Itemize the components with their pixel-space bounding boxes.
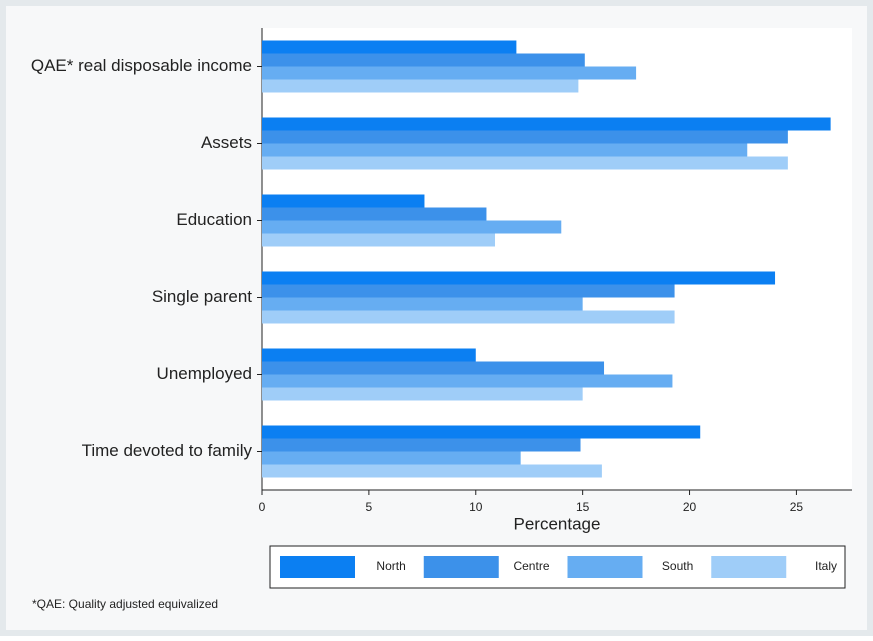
bar xyxy=(262,387,583,401)
footnote: *QAE: Quality adjusted equivalized xyxy=(32,597,218,611)
y-tick-label: Time devoted to family xyxy=(82,441,253,460)
plot-area xyxy=(262,28,852,490)
bar xyxy=(262,271,776,285)
y-tick-label: QAE* real disposable income xyxy=(31,56,252,75)
y-tick-label: Assets xyxy=(201,133,252,152)
bar xyxy=(262,40,517,54)
bar xyxy=(262,284,675,298)
bar xyxy=(262,233,496,247)
bar xyxy=(262,464,602,478)
y-tick-label: Education xyxy=(176,210,252,229)
legend-label: South xyxy=(662,559,693,573)
bar xyxy=(262,374,673,388)
bar xyxy=(262,361,605,375)
bar xyxy=(262,451,521,465)
bar xyxy=(262,348,476,362)
legend-swatch xyxy=(280,556,355,578)
bar xyxy=(262,438,581,452)
legend-label: Italy xyxy=(815,559,837,573)
x-tick-label: 20 xyxy=(683,500,697,514)
bar xyxy=(262,79,579,93)
legend-swatch xyxy=(423,556,499,578)
x-tick-label: 25 xyxy=(790,500,804,514)
x-tick-label: 0 xyxy=(259,500,266,514)
bar xyxy=(262,143,748,157)
y-tick-label: Single parent xyxy=(152,287,252,306)
bar xyxy=(262,220,562,234)
bar xyxy=(262,66,637,80)
bar xyxy=(262,425,701,439)
bar xyxy=(262,53,585,67)
bar xyxy=(262,297,583,311)
legend-swatch xyxy=(567,556,643,578)
bar xyxy=(262,117,831,131)
bar xyxy=(262,207,487,221)
y-tick-label: Unemployed xyxy=(157,364,252,383)
legend-label: North xyxy=(376,559,405,573)
legend-swatch xyxy=(711,556,787,578)
x-tick-label: 15 xyxy=(576,500,590,514)
x-tick-label: 5 xyxy=(366,500,373,514)
bar xyxy=(262,130,788,144)
x-tick-label: 10 xyxy=(469,500,483,514)
x-axis-title: Percentage xyxy=(514,514,601,533)
bar xyxy=(262,310,675,324)
bar xyxy=(262,156,788,170)
legend-label: Centre xyxy=(513,559,549,573)
bar xyxy=(262,194,425,208)
